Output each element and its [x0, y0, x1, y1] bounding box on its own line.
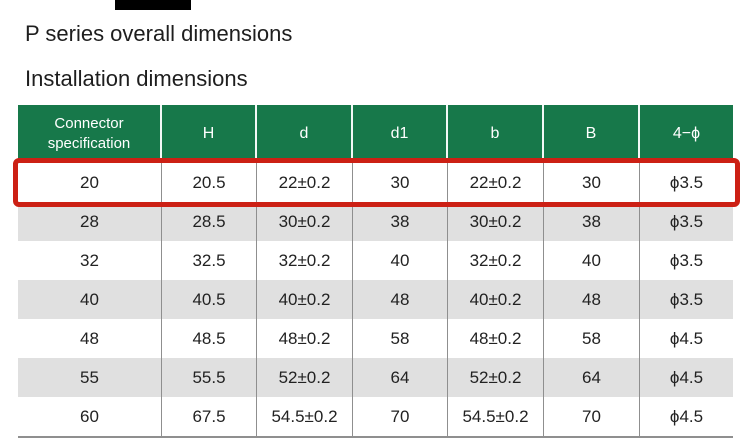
table-cell: 58 [353, 319, 448, 358]
table-cell: 40.5 [162, 280, 257, 319]
table-row-highlighted: 20 20.5 22±0.2 30 22±0.2 30 ϕ3.5 [18, 163, 733, 202]
table-cell: 22±0.2 [448, 163, 544, 202]
column-header: d1 [353, 105, 448, 163]
table-row: 60 67.5 54.5±0.2 70 54.5±0.2 70 ϕ4.5 [18, 397, 733, 436]
table-cell: ϕ4.5 [669, 406, 704, 426]
table-row: 48 48.5 48±0.2 58 48±0.2 58 ϕ4.5 [18, 319, 733, 358]
table-cell: 67.5 [162, 397, 257, 436]
column-header: b [448, 105, 544, 163]
table-cell: 38 [544, 202, 640, 241]
redaction-bar [115, 0, 191, 10]
table-cell: 40±0.2 [257, 280, 353, 319]
table-cell: 52±0.2 [448, 358, 544, 397]
table-cell: 40 [18, 280, 162, 319]
table-cell: 20.5 [162, 163, 257, 202]
section-title: Installation dimensions [25, 66, 248, 91]
table-cell: ϕ3.5 [669, 289, 704, 309]
column-header: B [544, 105, 640, 163]
table-cell: 28.5 [162, 202, 257, 241]
column-header: Connector specification [18, 105, 162, 163]
table-cell: 48±0.2 [257, 319, 353, 358]
table-cell: 38 [353, 202, 448, 241]
table-row: 28 28.5 30±0.2 38 30±0.2 38 ϕ3.5 [18, 202, 733, 241]
page-title: P series overall dimensions [25, 21, 293, 46]
table-cell: 40 [353, 241, 448, 280]
table-row: 40 40.5 40±0.2 48 40±0.2 48 ϕ3.5 [18, 280, 733, 319]
table-cell: 28 [18, 202, 162, 241]
table-cell: 32±0.2 [448, 241, 544, 280]
table-cell: 30±0.2 [257, 202, 353, 241]
table-body: 20 20.5 22±0.2 30 22±0.2 30 ϕ3.5 28 28.5 30±0.2 38… [18, 163, 733, 438]
table-cell: 70 [544, 397, 640, 436]
table-cell: 32±0.2 [257, 241, 353, 280]
table-cell: 30 [353, 163, 448, 202]
table-cell: 40 [544, 241, 640, 280]
table-row: 55 55.5 52±0.2 64 52±0.2 64 ϕ4.5 [18, 358, 733, 397]
table-cell: 32.5 [162, 241, 257, 280]
column-header: H [162, 105, 257, 163]
table-cell: 55.5 [162, 358, 257, 397]
table-cell: 48 [353, 280, 448, 319]
table-cell: 48 [18, 319, 162, 358]
table-cell: 54.5±0.2 [448, 397, 544, 436]
table-cell: 48±0.2 [448, 319, 544, 358]
table-cell: 64 [544, 358, 640, 397]
table-cell: 52±0.2 [257, 358, 353, 397]
table-cell: 58 [544, 319, 640, 358]
table-cell: ϕ4.5 [669, 328, 704, 348]
table-cell: 20 [18, 163, 162, 202]
table-cell: 54.5±0.2 [257, 397, 353, 436]
table-cell: 40±0.2 [448, 280, 544, 319]
table-cell: 70 [353, 397, 448, 436]
table-cell: 30 [544, 163, 640, 202]
table-row: 32 32.5 32±0.2 40 32±0.2 40 ϕ3.5 [18, 241, 733, 280]
table-cell: 55 [18, 358, 162, 397]
column-header: 4−ϕ [672, 125, 701, 142]
table-cell: ϕ4.5 [669, 367, 704, 387]
column-header: d [257, 105, 353, 163]
table-cell: ϕ3.5 [669, 250, 704, 270]
table-cell: 32 [18, 241, 162, 280]
table-cell: 60 [18, 397, 162, 436]
table-cell: 48 [544, 280, 640, 319]
table-cell: 30±0.2 [448, 202, 544, 241]
table-cell: 22±0.2 [257, 163, 353, 202]
table-cell: 48.5 [162, 319, 257, 358]
table-cell: ϕ3.5 [669, 211, 704, 231]
table-cell: ϕ3.5 [669, 172, 704, 192]
table-cell: 64 [353, 358, 448, 397]
